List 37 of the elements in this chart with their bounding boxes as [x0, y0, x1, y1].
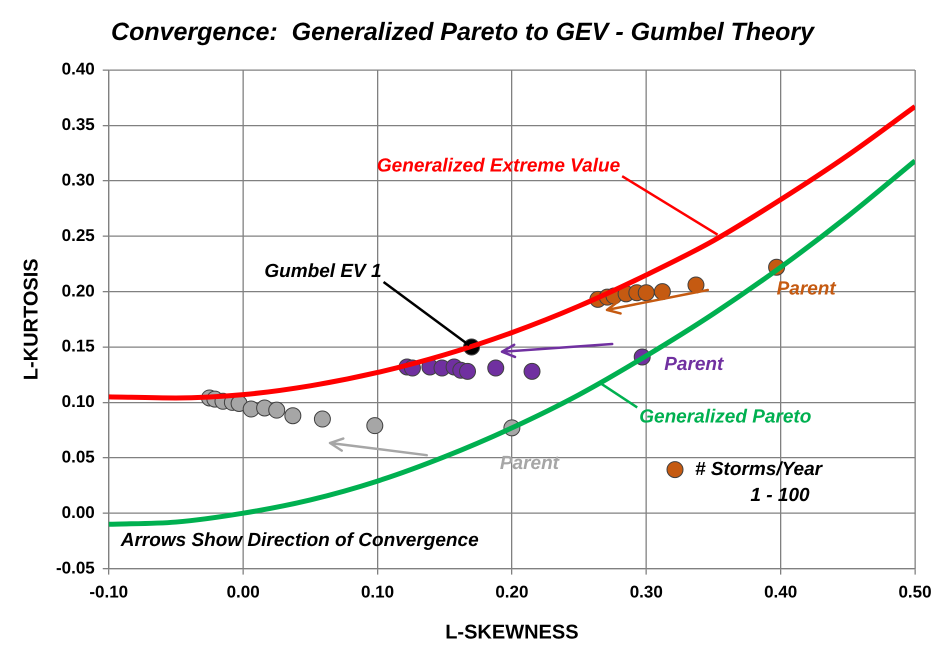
chart-title: Convergence: Generalized Pareto to GEV - Gumbel Theory: [111, 18, 816, 46]
annotation: Arrows Show Direction of Convergence: [120, 530, 480, 551]
annotation: Generalized Pareto: [639, 406, 812, 428]
x-tick-label: 0.10: [360, 582, 394, 602]
point: [487, 360, 504, 377]
point: [366, 417, 384, 434]
y-tick-label: 0.30: [62, 170, 95, 190]
annotation: Parent: [776, 278, 836, 300]
y-axis-title: L-KURTOSIS: [20, 258, 43, 380]
point: [687, 276, 704, 294]
x-tick-label: 0.50: [898, 582, 932, 602]
x-tick-label: 0.30: [630, 582, 663, 602]
legend-label: # Storms/Year 1 - 100: [695, 458, 824, 506]
y-tick-label: -0.05: [56, 558, 95, 578]
y-tick-label: 0.20: [62, 281, 95, 300]
point: [524, 362, 541, 380]
annotation: Gumbel EV 1: [264, 261, 382, 282]
y-tick-label: 0.25: [62, 226, 95, 245]
point: [268, 402, 286, 419]
y-tick-label: 0.35: [62, 115, 95, 134]
y-tick-label: 0.10: [62, 392, 95, 412]
y-tick-label: 0.00: [62, 502, 95, 522]
point: [638, 284, 655, 302]
point: [654, 283, 671, 300]
point: [459, 362, 476, 380]
x-tick-label: 0.40: [764, 582, 798, 602]
annotation: Generalized Extreme Value: [376, 155, 621, 176]
point: [314, 410, 331, 428]
x-tick-label: 0.00: [226, 582, 260, 602]
x-tick-label: 0.20: [495, 582, 528, 602]
annotation: Parent: [664, 354, 724, 376]
y-tick-label: 0.40: [62, 60, 95, 79]
x-tick-label: -0.10: [89, 582, 128, 602]
point: [284, 407, 302, 424]
y-tick-label: 0.15: [62, 336, 95, 356]
x-axis-title: L-SKEWNESS: [445, 622, 579, 644]
y-tick-label: 0.05: [62, 447, 95, 466]
